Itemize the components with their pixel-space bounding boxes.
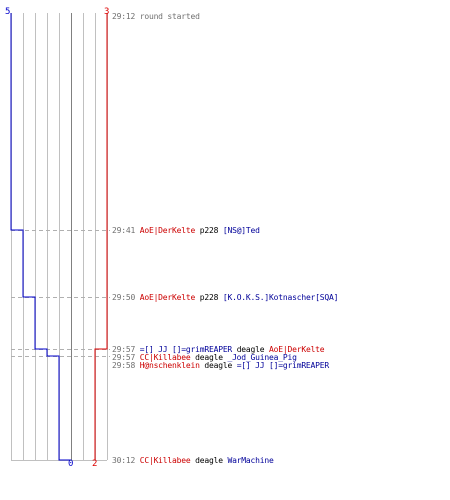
kill-event: 30:12 CC|Killabee deagle WarMachine [112, 456, 274, 465]
event-time: 29:58 [112, 361, 136, 370]
team-count-lines [10, 13, 108, 461]
victim-name: =[] JJ []=grimREAPER [236, 361, 330, 370]
blue-team-line [10, 13, 71, 461]
kill-event: 29:50 AoE|DerKelte p228 [K.O.K.S.]Kotnas… [112, 293, 338, 302]
event-time: 29:50 [112, 293, 136, 302]
event-time: 29:57 [112, 345, 136, 354]
blue-end-count: 0 [68, 459, 74, 469]
weapon-name: deagle [195, 456, 223, 465]
killer-name: CC|Killabee [139, 456, 191, 465]
kill-event: 29:57 =[] JJ []=grimREAPER deagle AoE|De… [112, 345, 325, 354]
weapon-name: p228 [199, 293, 219, 302]
weapon-name: deagle [204, 361, 233, 370]
killer-name: =[] JJ []=grimREAPER [139, 345, 233, 354]
blue-start-count: 5 [5, 7, 11, 17]
kill-event: 29:57 CC|Killabee deagle _Jod_Guinea_Pig [112, 353, 297, 362]
event-round-start: 29:12 round started [112, 12, 200, 21]
event-time: 30:12 [112, 456, 136, 465]
timeline-grid [11, 13, 108, 461]
weapon-name: deagle [195, 353, 223, 362]
event-time: 29:57 [112, 353, 136, 362]
red-end-count: 2 [92, 459, 98, 469]
killer-name: CC|Killabee [139, 353, 191, 362]
killer-name: AoE|DerKelte [139, 293, 196, 302]
victim-name: [K.O.K.S.]Kotnascher[SQA] [222, 293, 339, 302]
event-time: 29:41 [112, 226, 136, 235]
kill-event: 29:41 AoE|DerKelte p228 [NS@]Ted [112, 226, 260, 235]
killer-name: H@nschenklein [139, 361, 200, 370]
red-team-line [94, 13, 108, 460]
kill-event: 29:58 H@nschenklein deagle =[] JJ []=gri… [112, 361, 329, 370]
victim-name: [NS@]Ted [222, 226, 260, 235]
killer-name: AoE|DerKelte [139, 226, 196, 235]
red-start-count: 3 [104, 7, 110, 17]
victim-name: AoE|DerKelte [269, 345, 325, 354]
event-time: 29:12 [112, 12, 136, 21]
weapon-name: p228 [199, 226, 219, 235]
victim-name: WarMachine [227, 456, 274, 465]
event-note: round started [139, 12, 200, 21]
weapon-name: deagle [236, 345, 265, 354]
victim-name: _Jod_Guinea_Pig [227, 353, 297, 362]
